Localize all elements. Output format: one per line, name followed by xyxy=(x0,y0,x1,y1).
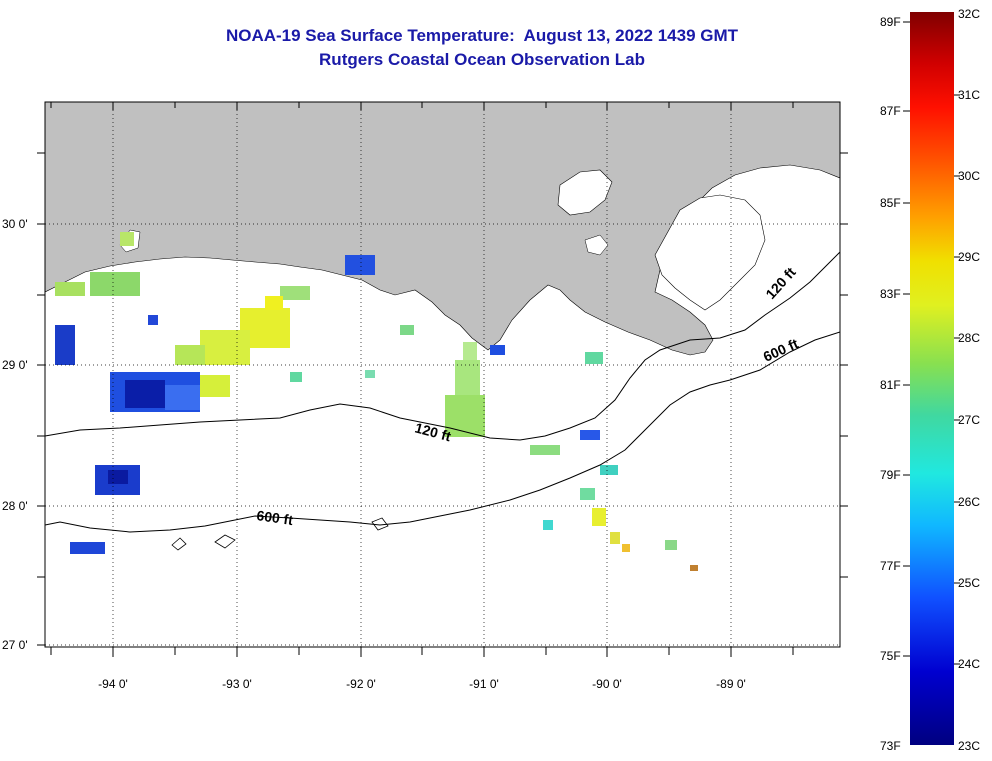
colorbar-c-label: 25C xyxy=(958,576,980,590)
colorbar-f-label: 75F xyxy=(880,649,901,663)
lat-lon-grid xyxy=(45,102,840,647)
lon-label: -92 0' xyxy=(346,677,376,691)
colorbar-f-label: 83F xyxy=(880,287,901,301)
colorbar-c-label: 24C xyxy=(958,657,980,671)
colorbar-c-label: 32C xyxy=(958,7,980,21)
lat-label: 29 0' xyxy=(2,358,28,372)
colorbar-f-label: 77F xyxy=(880,559,901,573)
colorbar-c-label: 30C xyxy=(958,169,980,183)
colorbar-f-label: 85F xyxy=(880,196,901,210)
title-line-2: Rutgers Coastal Ocean Observation Lab xyxy=(319,50,645,69)
lon-label: -91 0' xyxy=(469,677,499,691)
colorbar-c-label: 31C xyxy=(958,88,980,102)
lon-label: -90 0' xyxy=(592,677,622,691)
frame-ticks xyxy=(37,102,848,657)
contour-line-600ft xyxy=(45,331,840,533)
contour-line-120ft xyxy=(45,251,840,441)
lat-label: 27 0' xyxy=(2,638,28,652)
contour-label-600ft-west: 600 ft xyxy=(256,507,295,528)
colorbar-c-label: 28C xyxy=(958,331,980,345)
colorbar-f-label: 79F xyxy=(880,468,901,482)
lake xyxy=(557,169,613,216)
colorbar-f-label: 89F xyxy=(880,15,901,29)
colorbar-f-label: 87F xyxy=(880,104,901,118)
colorbar-gradient xyxy=(910,12,954,745)
colorbar-f-label: 81F xyxy=(880,378,901,392)
colorbar-c-label: 23C xyxy=(958,739,980,753)
lake xyxy=(584,234,609,256)
lon-label: -93 0' xyxy=(222,677,252,691)
colorbar-f-label: 73F xyxy=(880,739,901,753)
contour-island xyxy=(171,517,389,551)
map-frame xyxy=(44,101,841,648)
lat-label: 28 0' xyxy=(2,499,28,513)
colorbar-c-label: 29C xyxy=(958,250,980,264)
map-title: NOAA-19 Sea Surface Temperature: August … xyxy=(0,24,964,72)
sst-data-layer xyxy=(55,232,698,571)
colorbar-c-label: 27C xyxy=(958,413,980,427)
lon-label: -94 0' xyxy=(98,677,128,691)
colorbar-c-label: 26C xyxy=(958,495,980,509)
lat-label: 30 0' xyxy=(2,217,28,231)
title-line-1: NOAA-19 Sea Surface Temperature: August … xyxy=(225,26,739,45)
lon-label: -89 0' xyxy=(716,677,746,691)
